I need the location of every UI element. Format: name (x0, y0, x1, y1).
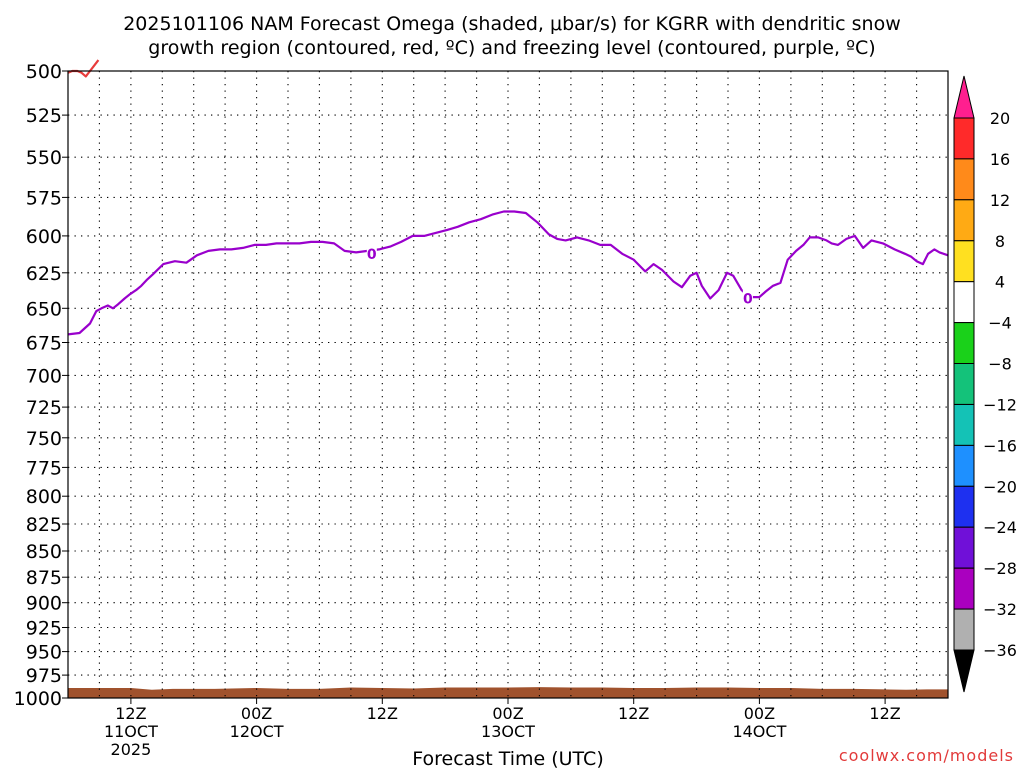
colorbar-label: 20 (990, 109, 1010, 128)
colorbar-label: −16 (983, 436, 1017, 455)
colorbar-swatch (953, 485, 975, 528)
x-tick-label: 12Z (869, 704, 900, 723)
y-tick-label: 975 (26, 665, 62, 687)
colorbar-swatch (953, 240, 975, 283)
colorbar-label: 4 (995, 273, 1005, 292)
contour-label-bg (366, 244, 377, 261)
colorbar-label: −28 (983, 559, 1017, 578)
colorbar-swatch (953, 158, 975, 201)
colorbar-swatch (953, 444, 975, 487)
colorbar-label: −12 (983, 396, 1017, 415)
colorbar-label: −8 (988, 355, 1012, 374)
y-tick-label: 600 (26, 226, 62, 248)
x-tick-label: 12OCT (230, 722, 284, 741)
contour-label-bg (742, 289, 753, 306)
colorbar-swatch (953, 117, 975, 160)
colorbar-swatch (953, 608, 975, 651)
series-line-1 (67, 59, 100, 78)
watermark: coolwx.com/models (839, 746, 1014, 765)
y-tick-label: 775 (26, 457, 62, 479)
colorbar-label: 12 (990, 191, 1010, 210)
y-tick-label: 650 (26, 298, 62, 320)
x-tick-label: 00Z (744, 704, 775, 723)
y-tick-label: 575 (26, 187, 62, 209)
x-tick-label: 13OCT (481, 722, 535, 741)
colorbar-label: −20 (983, 477, 1017, 496)
x-tick-label: 00Z (241, 704, 272, 723)
x-tick-label: 11OCT (104, 722, 158, 741)
x-tick-label: 14OCT (732, 722, 786, 741)
colorbar-swatch (953, 567, 975, 610)
y-tick-label: 925 (26, 618, 62, 640)
colorbar: 20 16 12 8 4 −4 −8 −12 −16 −20 −24 −28 −32 −36 (953, 75, 1017, 693)
x-tick-label: 2025 (111, 740, 152, 759)
x-tick-label: 00Z (492, 704, 523, 723)
colorbar-swatch (953, 404, 975, 446)
series-layer: 00 (67, 59, 949, 336)
contour-label: 0 (743, 292, 753, 308)
x-tick-label: 12Z (618, 704, 649, 723)
chart-title-line1: 2025101106 NAM Forecast Omega (shaded, μ… (123, 13, 901, 35)
colorbar-swatch (953, 526, 975, 569)
colorbar-label: −32 (983, 600, 1017, 619)
colorbar-label: −4 (988, 314, 1012, 333)
colorbar-label: −24 (983, 518, 1017, 537)
x-axis-label: Forecast Time (UTC) (412, 748, 603, 768)
y-tick-label: 1000 (14, 688, 62, 710)
colorbar-swatch (953, 363, 975, 405)
x-tick-label: 12Z (367, 704, 398, 723)
series-line-0 (67, 210, 949, 336)
y-tick-label: 800 (26, 486, 62, 508)
y-tick-label: 850 (26, 541, 62, 563)
y-tick-label: 700 (26, 365, 62, 387)
colorbar-label: −36 (983, 641, 1017, 660)
colorbar-label: 16 (990, 150, 1010, 169)
y-tick-label: 525 (26, 105, 62, 127)
y-tick-label: 900 (26, 593, 62, 615)
y-tick-label: 825 (26, 514, 62, 536)
chart-title-line2: growth region (contoured, red, ºC) and f… (148, 37, 875, 59)
y-tick-label: 550 (26, 147, 62, 169)
x-tick-label: 12Z (115, 704, 146, 723)
y-tick-label: 875 (26, 567, 62, 589)
plot-frame (67, 70, 949, 699)
y-tick-label: 625 (26, 263, 62, 285)
contour-label: 0 (367, 247, 377, 263)
grid-layer (68, 71, 948, 698)
colorbar-label: 8 (995, 232, 1005, 251)
colorbar-swatch (953, 199, 975, 242)
y-tick-label: 950 (26, 642, 62, 664)
y-tick-label: 750 (26, 428, 62, 450)
colorbar-top-arrow (953, 75, 975, 119)
y-tick-label: 675 (26, 333, 62, 355)
colorbar-swatch (953, 281, 975, 324)
colorbar-swatch (953, 322, 975, 365)
y-tick-label: 725 (26, 397, 62, 419)
y-axis: 500 525 550 575 600 625 650 675 700 725 750 775 800 8… (14, 61, 68, 710)
y-tick-label: 500 (26, 61, 62, 83)
colorbar-bottom-arrow (953, 649, 975, 693)
